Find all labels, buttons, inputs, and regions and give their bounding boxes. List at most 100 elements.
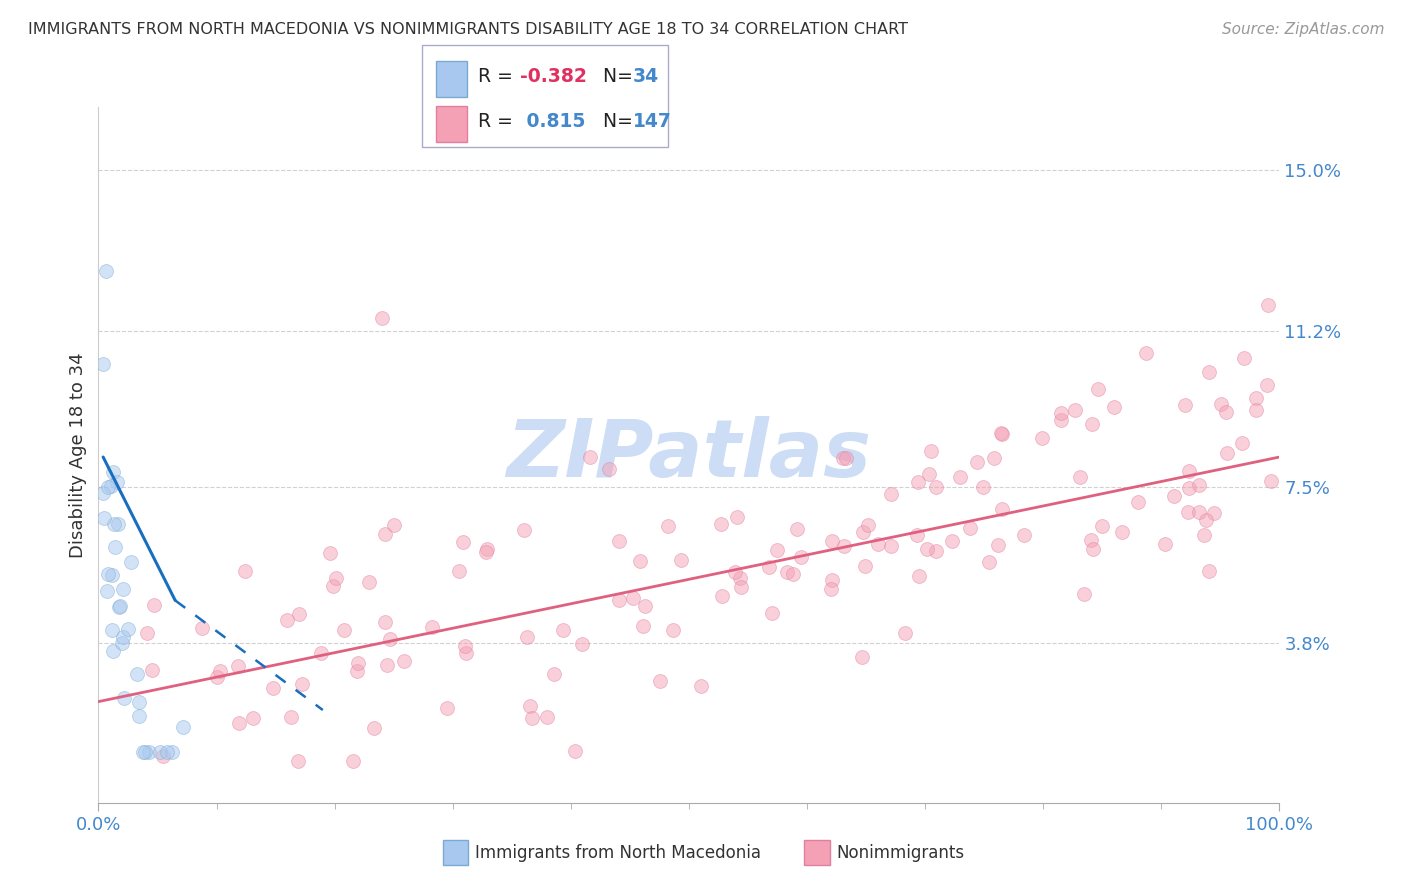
Point [101, 624, 124, 638]
Point [1204, 507, 1226, 521]
Point [728, 571, 751, 585]
Text: N=: N= [591, 112, 638, 131]
Point [758, 559, 780, 574]
Point [94, 264, 117, 278]
Point [363, 721, 385, 735]
Point [191, 621, 214, 635]
Point [1209, 397, 1232, 411]
Point [392, 653, 415, 667]
Point [104, 540, 127, 554]
Point [1102, 400, 1125, 414]
Point [1260, 474, 1282, 488]
Point [107, 516, 129, 531]
Point [1012, 528, 1035, 542]
Point [634, 599, 657, 614]
Point [172, 720, 194, 734]
Point [112, 631, 135, 645]
Point [100, 479, 122, 493]
Point [101, 567, 124, 582]
Point [209, 664, 232, 678]
Point [1081, 417, 1104, 431]
Point [1069, 470, 1091, 484]
Point [101, 465, 124, 479]
Point [918, 467, 941, 481]
Point [1194, 528, 1216, 542]
Point [112, 691, 135, 706]
Point [93, 485, 115, 500]
Y-axis label: Disability Age 18 to 34: Disability Age 18 to 34 [69, 352, 87, 558]
Point [136, 626, 159, 640]
Point [866, 537, 889, 551]
Point [991, 426, 1014, 441]
Point [1246, 392, 1268, 406]
Point [103, 643, 125, 657]
Point [1187, 505, 1209, 519]
Point [908, 569, 931, 583]
Point [880, 486, 903, 500]
Point [1111, 524, 1133, 539]
Text: Source: ZipAtlas.com: Source: ZipAtlas.com [1222, 22, 1385, 37]
Point [880, 539, 903, 553]
Point [782, 567, 804, 582]
Point [553, 623, 575, 637]
Point [280, 710, 302, 724]
Point [1083, 542, 1105, 557]
Point [972, 480, 994, 494]
Point [1135, 345, 1157, 359]
Point [1256, 378, 1278, 392]
Point [1177, 505, 1199, 519]
Point [127, 667, 149, 681]
Point [730, 580, 752, 594]
Point [657, 519, 679, 533]
Point [242, 711, 264, 725]
Point [725, 509, 748, 524]
Point [571, 637, 593, 651]
Point [609, 592, 631, 607]
Point [108, 599, 131, 614]
Point [851, 649, 873, 664]
Text: 147: 147 [633, 112, 672, 131]
Point [420, 620, 443, 634]
Point [516, 630, 538, 644]
Point [120, 555, 142, 569]
Point [907, 475, 929, 489]
Point [111, 636, 134, 650]
Point [689, 679, 711, 693]
Point [97, 480, 120, 494]
Point [357, 575, 380, 590]
Point [856, 518, 879, 533]
Point [375, 657, 398, 672]
Point [1230, 436, 1253, 450]
Point [1198, 564, 1220, 578]
Point [894, 626, 917, 640]
Point [333, 623, 356, 637]
Text: Nonimmigrants: Nonimmigrants [837, 844, 965, 862]
Point [959, 521, 981, 535]
Point [710, 516, 733, 531]
Point [117, 622, 139, 636]
Point [949, 470, 972, 484]
Point [318, 546, 340, 560]
Point [724, 565, 747, 579]
Point [160, 745, 183, 759]
Point [832, 450, 855, 465]
Text: 0.815: 0.815 [520, 112, 585, 131]
Point [291, 677, 314, 691]
Point [1080, 533, 1102, 548]
Text: 34: 34 [633, 67, 659, 86]
Point [233, 564, 256, 578]
Point [374, 615, 396, 630]
Point [966, 455, 988, 469]
Point [834, 450, 856, 465]
Point [451, 534, 474, 549]
Point [1188, 478, 1211, 492]
Point [91, 357, 114, 371]
Point [454, 646, 477, 660]
Point [382, 517, 405, 532]
Point [564, 744, 586, 758]
Point [711, 589, 734, 603]
Text: Immigrants from North Macedonia: Immigrants from North Macedonia [475, 844, 761, 862]
Point [475, 542, 498, 557]
Point [536, 710, 558, 724]
Point [1063, 403, 1085, 417]
